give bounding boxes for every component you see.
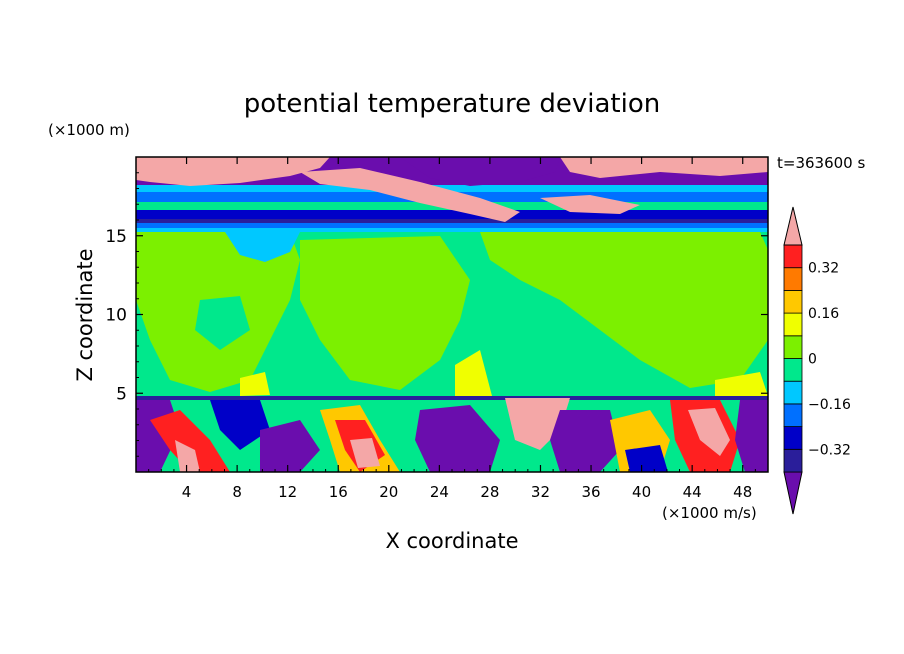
teal-pocket-1 xyxy=(470,290,540,390)
y-tick-label: 5 xyxy=(116,384,127,404)
x-tick-label: 28 xyxy=(480,483,499,501)
y-axis-label: Z coordinate xyxy=(73,248,97,381)
colorbar-segment xyxy=(783,267,803,291)
x-tick-label: 32 xyxy=(531,483,550,501)
colorbar-segment xyxy=(783,335,803,359)
x-tick-label: 36 xyxy=(581,483,600,501)
colorbar-max-arrow xyxy=(783,206,803,246)
x-tick-label: 12 xyxy=(278,483,297,501)
colorbar-tick-label: −0.16 xyxy=(808,397,851,413)
y-unit-label: (×1000 m) xyxy=(48,121,130,139)
colorbar-segment xyxy=(783,426,803,450)
band-dark-blue xyxy=(136,210,768,219)
colorbar-segment xyxy=(783,380,803,405)
contour-field xyxy=(136,157,768,472)
lower-blue-right xyxy=(625,445,668,472)
time-label: t=363600 s xyxy=(777,154,865,172)
y-tick-label: 15 xyxy=(105,227,127,247)
lower-purple-right xyxy=(735,400,768,472)
colorbar-min-arrow xyxy=(783,471,803,515)
x-tick-label: 8 xyxy=(232,483,242,501)
x-tick-label: 40 xyxy=(632,483,651,501)
chart-title: potential temperature deviation xyxy=(244,89,660,119)
yellow-patch-3 xyxy=(715,372,768,396)
lower-blue-1 xyxy=(210,400,270,450)
colorbar: 0.32 0.16 0 −0.16 −0.32 xyxy=(783,206,851,515)
colorbar-tick-label: 0.16 xyxy=(808,306,839,322)
top-pink-streak xyxy=(300,168,520,222)
lower-pink-left xyxy=(175,440,200,472)
band-blue-2 xyxy=(136,223,768,228)
lower-layer-divider xyxy=(136,396,768,400)
lower-purple-3 xyxy=(550,410,620,472)
top-purple-wave xyxy=(400,157,560,186)
cyan-patch xyxy=(225,232,300,262)
yellow-patch-2 xyxy=(455,350,492,396)
y-tick-label: 10 xyxy=(105,306,127,326)
x-axis-label: X coordinate xyxy=(385,529,518,553)
x-unit-label: (×1000 m/s) xyxy=(662,504,757,522)
top-pink-right xyxy=(560,157,768,178)
colorbar-tick-label: 0 xyxy=(808,352,817,368)
x-tick-label: 44 xyxy=(683,483,702,501)
top-pink-left xyxy=(136,157,330,186)
x-ticks: 4 8 12 16 20 24 28 32 36 40 44 48 xyxy=(148,157,756,501)
y-ticks: 5 10 15 xyxy=(105,172,768,457)
lower-purple-2 xyxy=(415,405,500,472)
lower-pink-1 xyxy=(350,438,380,468)
x-tick-label: 4 xyxy=(182,483,192,501)
x-tick-label: 20 xyxy=(379,483,398,501)
colorbar-segment xyxy=(783,312,803,337)
band-cyan-1 xyxy=(136,185,768,193)
lower-red-left xyxy=(150,410,230,472)
teal-pocket-2 xyxy=(195,296,250,350)
colorbar-segment xyxy=(783,358,803,382)
colorbar-segment xyxy=(783,403,803,427)
green-center xyxy=(300,236,470,390)
lower-pink-center xyxy=(505,398,570,450)
yellow-patch-1 xyxy=(240,372,270,396)
colorbar-segment xyxy=(783,289,803,314)
colorbar-segment xyxy=(783,448,803,473)
x-tick-label: 24 xyxy=(430,483,449,501)
colorbar-tick-label: 0.32 xyxy=(808,261,839,277)
top-pink-streak-2 xyxy=(540,195,640,214)
x-tick-label: 16 xyxy=(329,483,348,501)
x-tick-label: 48 xyxy=(733,483,752,501)
green-right xyxy=(480,232,768,388)
lower-pink-right xyxy=(688,408,730,456)
band-indigo xyxy=(136,219,768,223)
colorbar-tick-label: −0.32 xyxy=(808,442,851,458)
colorbar-segment xyxy=(783,244,803,269)
band-cyan-2 xyxy=(136,228,768,232)
lower-purple-mid xyxy=(260,420,320,472)
